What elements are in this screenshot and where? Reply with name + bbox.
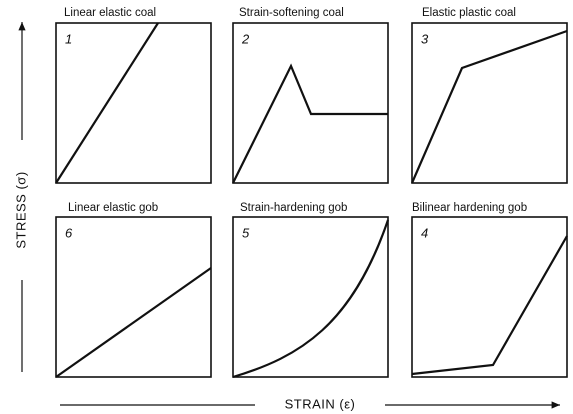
y-axis-label: STRESS (σ) bbox=[13, 171, 28, 248]
panel-number: 4 bbox=[421, 225, 428, 240]
panel-box bbox=[411, 22, 568, 184]
curve bbox=[232, 63, 388, 184]
panel-title: Strain-softening coal bbox=[239, 7, 344, 19]
panel-number: 5 bbox=[242, 225, 250, 240]
panel-box bbox=[232, 216, 389, 378]
panel-box bbox=[232, 22, 389, 184]
panel-number: 2 bbox=[241, 31, 250, 46]
panel-box bbox=[55, 216, 212, 378]
panel-box bbox=[411, 216, 568, 378]
curve bbox=[410, 29, 568, 184]
curve bbox=[411, 235, 568, 376]
panel-box bbox=[55, 22, 212, 184]
panel-number: 6 bbox=[65, 225, 73, 240]
x-axis-label: STRAIN (ε) bbox=[285, 396, 356, 411]
panel-number: 3 bbox=[421, 31, 429, 46]
curve bbox=[55, 267, 212, 378]
panel-title: Strain-hardening gob bbox=[240, 202, 347, 214]
panel-number: 1 bbox=[65, 31, 72, 46]
curve bbox=[55, 22, 159, 184]
panel-title: Bilinear hardening gob bbox=[412, 202, 527, 214]
curve bbox=[232, 219, 390, 379]
panel-title: Linear elastic gob bbox=[68, 202, 158, 214]
panel-title: Linear elastic coal bbox=[64, 7, 156, 19]
panel-title: Elastic plastic coal bbox=[422, 7, 516, 19]
